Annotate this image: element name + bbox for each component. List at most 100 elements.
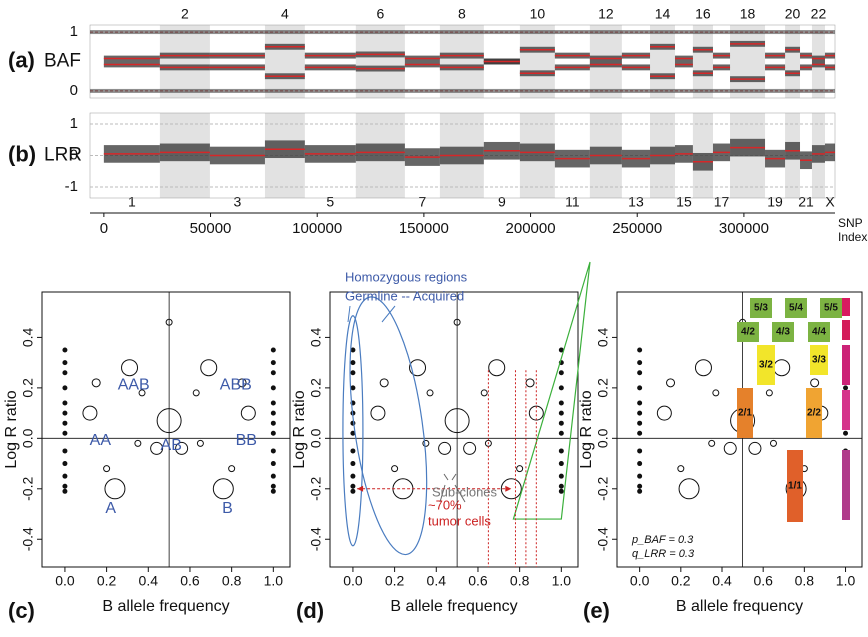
state-box — [808, 322, 830, 342]
chromosome-label: 12 — [598, 6, 614, 22]
chromosome-label: 16 — [695, 6, 711, 22]
point — [350, 347, 356, 353]
point — [426, 389, 434, 397]
x-tick-label: 0.8 — [222, 573, 242, 589]
point — [270, 410, 276, 416]
homozygous-band — [90, 88, 835, 93]
x-axis-label: B allele frequency — [676, 598, 803, 615]
x-tick-label: 1.0 — [264, 573, 284, 589]
panel-label: (b) — [8, 141, 36, 166]
chromosome-label: 21 — [798, 194, 814, 210]
point — [270, 347, 276, 353]
point — [150, 441, 164, 455]
point — [637, 430, 643, 436]
x-tick-label: 0.0 — [343, 573, 363, 589]
annotation: tumor cells — [428, 513, 491, 528]
point — [270, 420, 276, 426]
point — [488, 359, 506, 377]
point — [637, 410, 643, 416]
state-label: 1/1 — [788, 481, 802, 492]
x-axis-label: B allele frequency — [102, 598, 229, 615]
point — [765, 389, 773, 397]
chromosome-shade — [264, 25, 305, 98]
point — [480, 389, 488, 397]
y-tick-label: -0.4 — [595, 527, 611, 551]
point — [677, 465, 685, 473]
x-tick-label: 300000 — [719, 220, 769, 237]
point — [103, 465, 111, 473]
chromosome-label: 3 — [234, 194, 242, 210]
point — [134, 439, 142, 447]
point — [270, 385, 276, 391]
state-label: 5/5 — [824, 303, 838, 314]
chromosome-shade — [439, 25, 484, 98]
state-label: 3/2 — [759, 360, 773, 371]
point — [723, 441, 737, 455]
point — [212, 478, 234, 500]
point — [391, 465, 399, 473]
point — [637, 370, 643, 376]
point — [62, 473, 68, 479]
y-tick-label: 0 — [70, 82, 78, 99]
point — [62, 488, 68, 494]
state-label: 2/2 — [807, 408, 821, 419]
x-tick-label: 0.2 — [385, 573, 405, 589]
state-label: 4/3 — [776, 327, 790, 338]
y-tick-label: -0.2 — [595, 477, 611, 501]
point — [637, 461, 643, 467]
point — [444, 408, 470, 434]
triangle — [512, 261, 591, 520]
y-tick-label: 0.4 — [308, 327, 324, 347]
plot-frame — [616, 291, 863, 568]
chromosome-label: 19 — [767, 194, 783, 210]
parameter: p_BAF = 0.3 — [631, 534, 694, 546]
cluster-label: AA — [90, 432, 112, 449]
chromosome-shade — [159, 25, 210, 98]
point — [843, 385, 849, 391]
chromosome-label: 9 — [498, 194, 506, 210]
parameter: q_LRR = 0.3 — [632, 548, 695, 560]
point — [810, 378, 820, 388]
point — [748, 441, 762, 455]
point — [350, 385, 356, 391]
cluster-label: B — [222, 500, 233, 517]
panel-label: (e) — [583, 598, 610, 623]
y-tick-label: -0.4 — [20, 527, 36, 551]
x-tick-label: 0.6 — [753, 573, 773, 589]
panel-label: (c) — [8, 598, 35, 623]
y-axis-label: Log R ratio — [578, 390, 595, 468]
state-box — [737, 322, 759, 342]
state-bar — [842, 390, 850, 430]
point — [138, 389, 146, 397]
y-axis-label: Log R ratio — [291, 390, 308, 468]
point — [379, 378, 389, 388]
point — [769, 439, 777, 447]
point — [558, 420, 564, 426]
y-tick-label: -0.4 — [308, 527, 324, 551]
point — [270, 448, 276, 454]
pointer — [381, 305, 396, 323]
cluster-label: AAB — [118, 377, 150, 394]
point — [516, 465, 524, 473]
chromosome-label: 17 — [714, 194, 730, 210]
point — [121, 359, 139, 377]
point — [270, 473, 276, 479]
y-tick-label: 0.2 — [20, 378, 36, 398]
state-label: 5/3 — [754, 303, 768, 314]
panel-label: (a) — [8, 47, 35, 72]
point — [350, 473, 356, 479]
state-box — [737, 388, 753, 438]
x-tick-label: 0.6 — [468, 573, 488, 589]
y-tick-label: 1 — [70, 23, 78, 40]
point — [370, 405, 386, 421]
point — [350, 483, 356, 489]
chromosome-shade — [692, 25, 713, 98]
point — [500, 478, 522, 500]
annotation: Homozygous regions — [345, 269, 468, 284]
x-tick-label: 0.4 — [139, 573, 159, 589]
chromosome-label: 15 — [676, 194, 692, 210]
y-tick-label: 0.0 — [20, 428, 36, 448]
y-tick-label: 0.4 — [595, 327, 611, 347]
x-tick-label: 0.8 — [510, 573, 530, 589]
